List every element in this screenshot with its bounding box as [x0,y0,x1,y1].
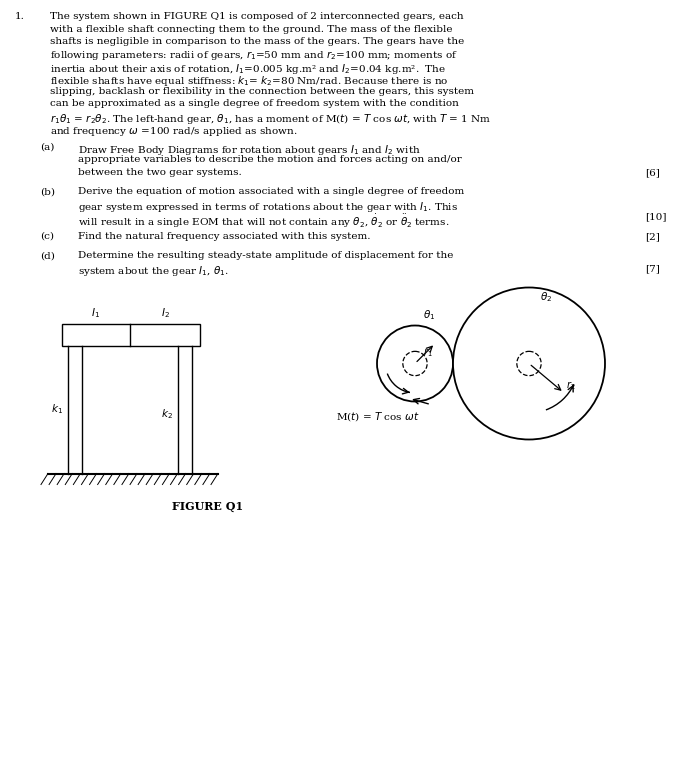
Text: $\theta_2$: $\theta_2$ [540,290,553,305]
Text: $I_1$: $I_1$ [92,305,100,319]
Text: [10]: [10] [645,212,666,222]
Text: $\theta_1$: $\theta_1$ [423,308,435,322]
Text: M($t$) = $T$ cos $\omega t$: M($t$) = $T$ cos $\omega t$ [336,410,419,423]
Text: [7]: [7] [645,264,660,273]
Text: (a): (a) [40,143,55,152]
Text: Draw Free Body Diagrams for rotation about gears $I_1$ and $I_2$ with: Draw Free Body Diagrams for rotation abo… [78,143,421,157]
Text: $r_2$: $r_2$ [566,379,575,392]
Text: gear system expressed in terms of rotations about the gear with $I_1$. This: gear system expressed in terms of rotati… [78,200,458,214]
Text: $I_2$: $I_2$ [161,305,170,319]
Text: $k_1$: $k_1$ [51,402,63,417]
Text: will result in a single EOM that will not contain any $\theta_2$, $\dot{\theta}_: will result in a single EOM that will no… [78,212,450,229]
Text: [2]: [2] [645,232,660,241]
Text: following parameters: radii of gears, $r_1$=50 mm and $r_2$=100 mm; moments of: following parameters: radii of gears, $r… [50,49,458,63]
Text: and frequency $\omega$ =100 rad/s applied as shown.: and frequency $\omega$ =100 rad/s applie… [50,124,297,138]
Text: The system shown in FIGURE Q1 is composed of 2 interconnected gears, each: The system shown in FIGURE Q1 is compose… [50,12,464,21]
Text: with a flexible shaft connecting them to the ground. The mass of the flexible: with a flexible shaft connecting them to… [50,24,452,34]
Text: (d): (d) [40,251,55,261]
Text: FIGURE Q1: FIGURE Q1 [172,501,244,513]
Text: inertia about their axis of rotation, $I_1$=0.005 kg.m² and $I_2$=0.04 kg.m².  T: inertia about their axis of rotation, $I… [50,62,446,76]
Text: appropriate variables to describe the motion and forces acting on and/or: appropriate variables to describe the mo… [78,156,462,164]
Text: (b): (b) [40,187,55,197]
Text: (c): (c) [40,232,54,241]
Text: $r_1\theta_1$ = $r_2\theta_2$. The left-hand gear, $\theta_1$, has a moment of M: $r_1\theta_1$ = $r_2\theta_2$. The left-… [50,112,491,126]
Text: 1.: 1. [15,12,25,21]
Circle shape [517,352,541,376]
Text: between the two gear systems.: between the two gear systems. [78,168,242,177]
Text: can be approximated as a single degree of freedom system with the condition: can be approximated as a single degree o… [50,99,459,109]
Text: shafts is negligible in comparison to the mass of the gears. The gears have the: shafts is negligible in comparison to th… [50,37,464,46]
Circle shape [377,326,453,402]
Text: Determine the resulting steady-state amplitude of displacement for the: Determine the resulting steady-state amp… [78,251,454,261]
Circle shape [403,352,427,376]
Text: $k_2$: $k_2$ [161,408,173,421]
Text: system about the gear $I_1$, $\theta_1$.: system about the gear $I_1$, $\theta_1$. [78,264,229,278]
Text: $r_1$: $r_1$ [423,346,432,359]
Text: slipping, backlash or flexibility in the connection between the gears, this syst: slipping, backlash or flexibility in the… [50,87,474,96]
Text: Derive the equation of motion associated with a single degree of freedom: Derive the equation of motion associated… [78,187,464,197]
Circle shape [453,287,605,439]
Bar [62,323,200,345]
Text: Find the natural frequency associated with this system.: Find the natural frequency associated wi… [78,232,371,241]
Text: flexible shafts have equal stiffness: $k_1$= $k_2$=80 Nm/rad. Because there is n: flexible shafts have equal stiffness: $k… [50,74,449,88]
Text: [6]: [6] [645,168,660,177]
